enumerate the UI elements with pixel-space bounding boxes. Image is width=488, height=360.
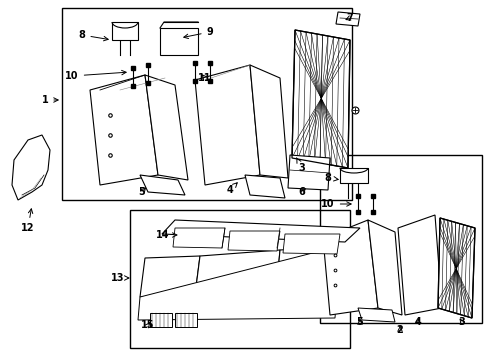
Bar (150, 313, 172, 327)
Polygon shape (367, 220, 401, 315)
Polygon shape (323, 220, 377, 315)
Text: 8: 8 (79, 30, 108, 41)
Bar (175, 313, 197, 327)
Polygon shape (160, 28, 198, 55)
Text: 5: 5 (138, 187, 145, 197)
Text: 14: 14 (156, 230, 177, 240)
Polygon shape (195, 250, 280, 305)
Bar (130, 210, 349, 348)
Polygon shape (112, 22, 138, 40)
Text: 15: 15 (141, 320, 154, 330)
Text: 11: 11 (198, 73, 211, 83)
Text: 3: 3 (296, 158, 305, 173)
Polygon shape (227, 231, 280, 251)
Polygon shape (339, 168, 367, 183)
Polygon shape (195, 65, 260, 185)
Polygon shape (249, 65, 287, 178)
Text: 9: 9 (183, 27, 213, 39)
Bar (62, 8, 351, 200)
Text: 7: 7 (346, 13, 353, 23)
Polygon shape (283, 234, 339, 254)
Polygon shape (140, 175, 184, 195)
Polygon shape (90, 75, 158, 185)
Polygon shape (437, 218, 474, 318)
Polygon shape (287, 155, 329, 190)
Polygon shape (138, 246, 339, 320)
Polygon shape (291, 30, 349, 168)
Text: 10: 10 (65, 70, 126, 81)
Text: 5: 5 (356, 317, 363, 327)
Polygon shape (397, 215, 441, 315)
Text: 13: 13 (111, 273, 129, 283)
Polygon shape (357, 308, 394, 322)
Polygon shape (140, 256, 200, 297)
Polygon shape (173, 228, 224, 248)
Polygon shape (162, 220, 359, 242)
Text: 4: 4 (226, 183, 237, 195)
Polygon shape (335, 12, 359, 26)
Text: 3: 3 (458, 317, 465, 327)
Text: 6: 6 (298, 187, 305, 197)
Bar (319, 155, 481, 323)
Text: 1: 1 (41, 95, 58, 105)
Text: 12: 12 (21, 209, 35, 233)
Text: 10: 10 (321, 199, 350, 209)
Polygon shape (145, 75, 187, 180)
Polygon shape (12, 135, 50, 200)
Text: 8: 8 (324, 173, 338, 183)
Polygon shape (274, 246, 345, 305)
Polygon shape (244, 175, 285, 198)
Text: 4: 4 (414, 317, 421, 327)
Text: 2: 2 (396, 325, 403, 335)
